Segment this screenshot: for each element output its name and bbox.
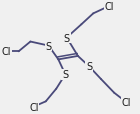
Text: Cl: Cl (121, 97, 131, 107)
Text: S: S (62, 70, 68, 80)
Text: Cl: Cl (29, 102, 39, 111)
Text: S: S (46, 41, 52, 51)
Text: Cl: Cl (105, 2, 114, 12)
Text: Cl: Cl (1, 47, 11, 57)
Text: S: S (64, 33, 70, 43)
Text: S: S (86, 62, 92, 72)
